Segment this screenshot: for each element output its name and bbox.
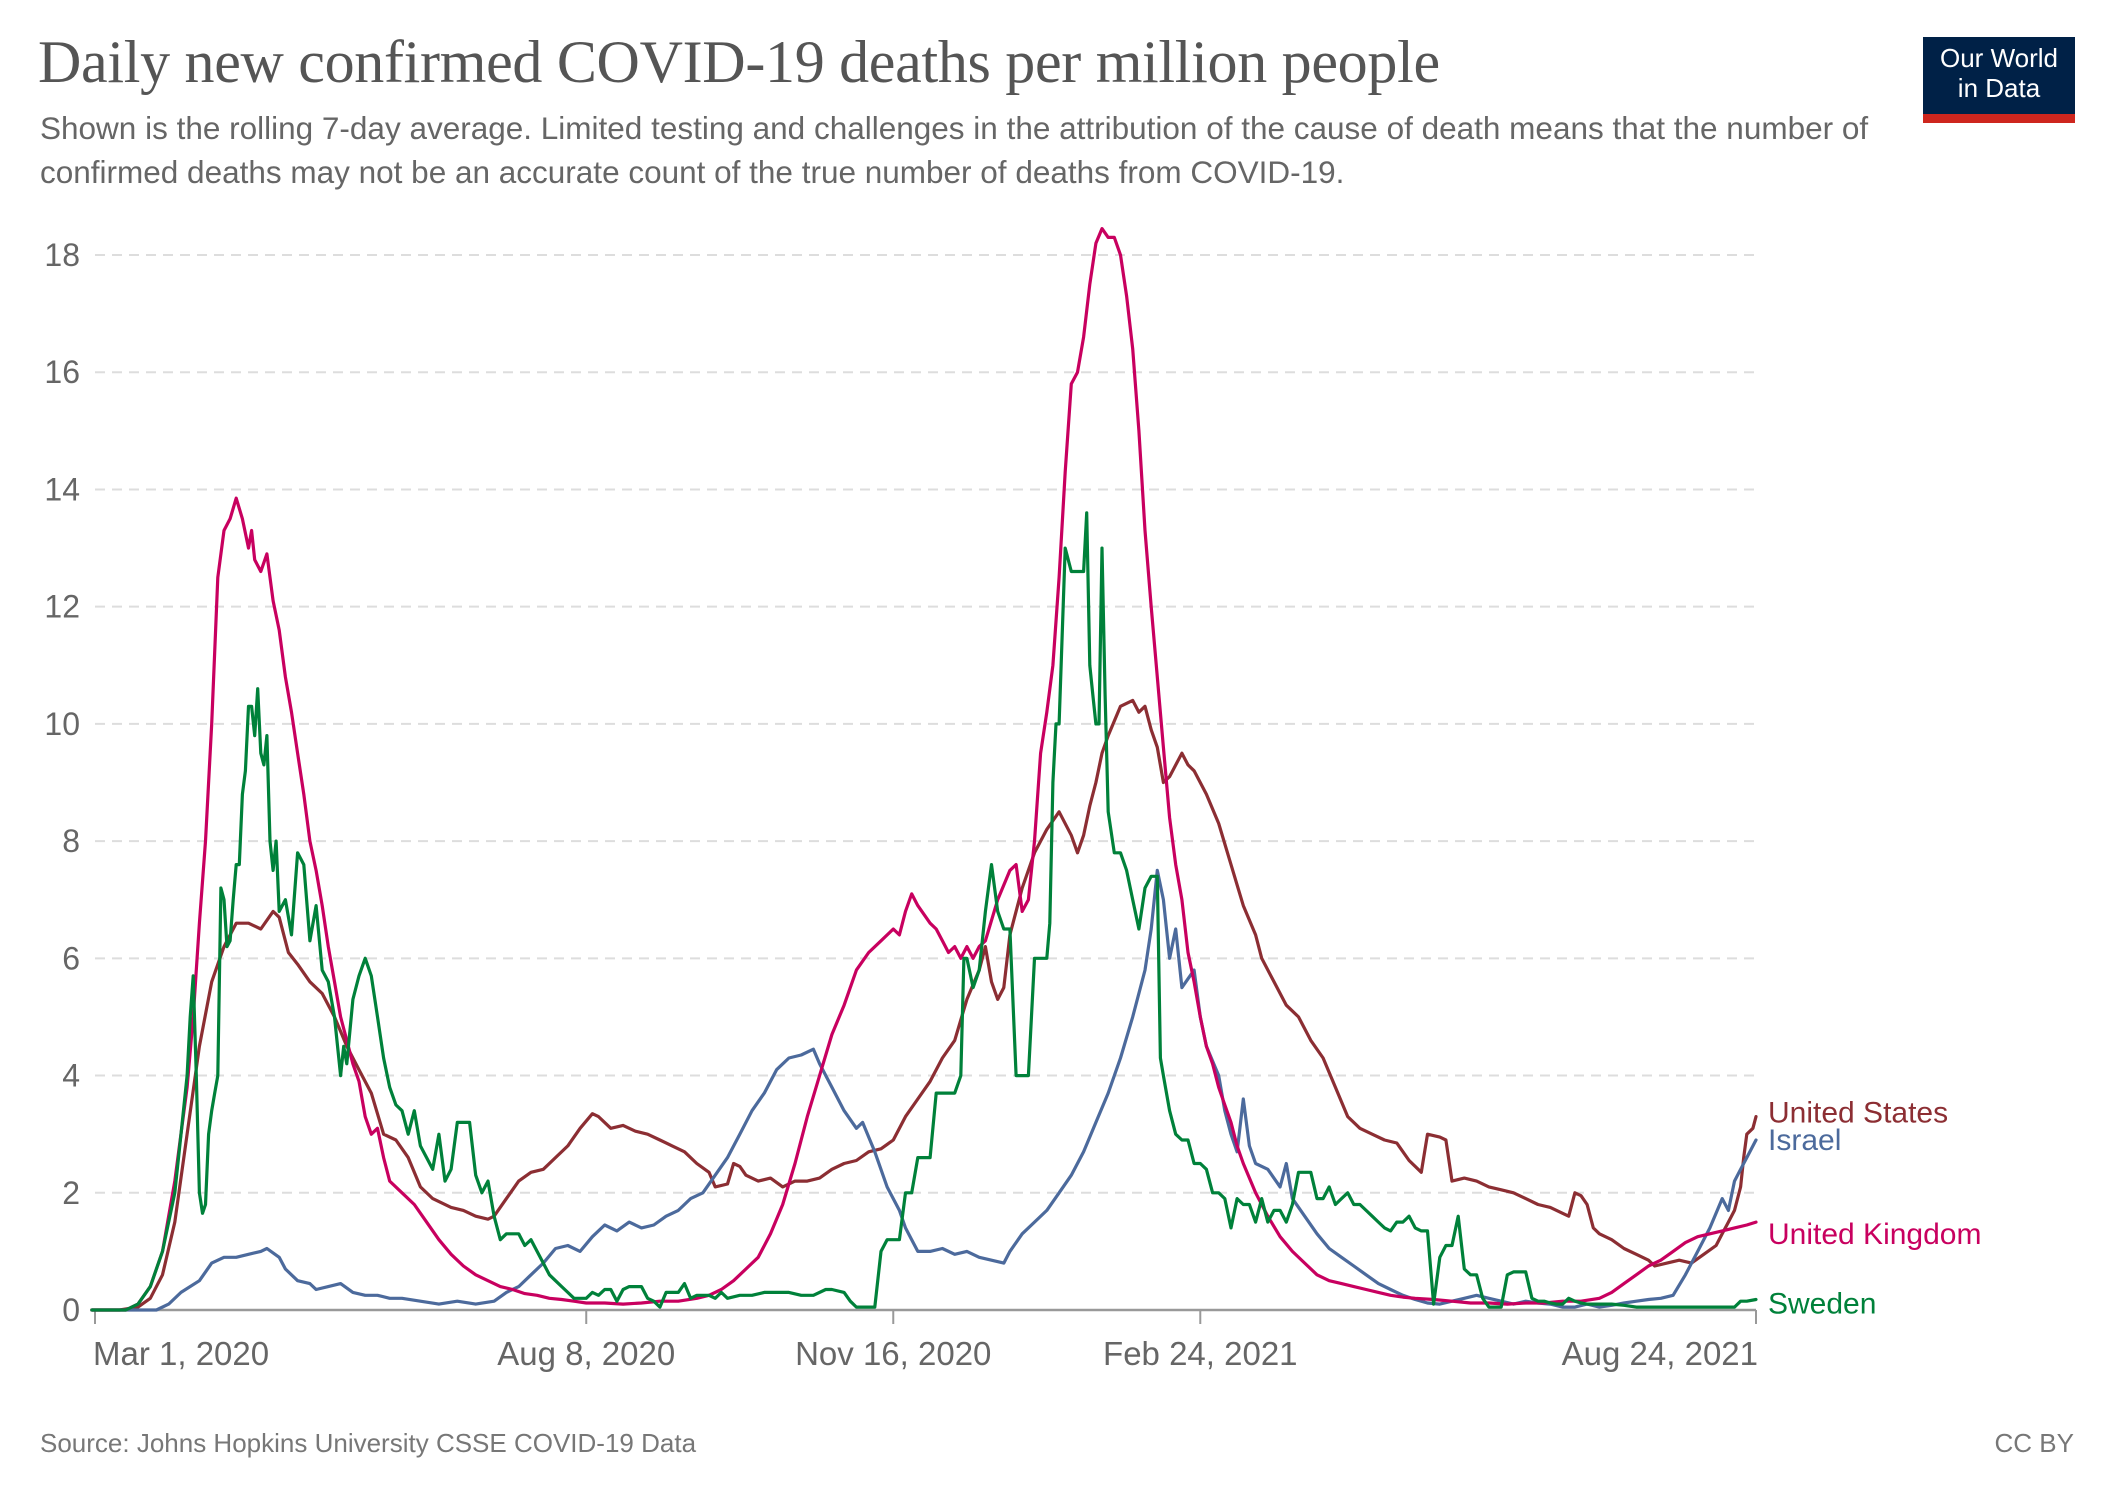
logo-line-1: Our World xyxy=(1940,43,2058,73)
y-tick-label: 16 xyxy=(44,354,80,390)
series-line-united-kingdom[interactable] xyxy=(90,227,1758,1312)
y-tick-label: 2 xyxy=(62,1175,80,1211)
series-lines xyxy=(90,227,1758,1312)
x-tick-label: Nov 16, 2020 xyxy=(795,1335,991,1372)
y-tick-label: 8 xyxy=(62,823,80,859)
y-tick-label: 18 xyxy=(44,237,80,273)
series-line-sweden[interactable] xyxy=(90,511,1758,1312)
legend-label-united-states[interactable]: United States xyxy=(1768,1097,1948,1130)
our-world-in-data-logo[interactable]: Our World in Data xyxy=(1923,37,2075,123)
y-tick-label: 0 xyxy=(62,1292,80,1328)
source-note[interactable]: Source: Johns Hopkins University CSSE CO… xyxy=(40,1428,697,1458)
x-tick-label: Mar 1, 2020 xyxy=(93,1335,269,1372)
y-tick-label: 14 xyxy=(44,471,80,507)
x-tick-label: Feb 24, 2021 xyxy=(1103,1335,1298,1372)
y-tick-label: 12 xyxy=(44,589,80,625)
y-tick-label: 6 xyxy=(62,940,80,976)
chart-subtitle: Shown is the rolling 7-day average. Limi… xyxy=(40,110,1869,190)
legend-label-israel[interactable]: Israel xyxy=(1768,1124,1841,1157)
logo-accent-bar xyxy=(1923,114,2075,123)
gridlines xyxy=(95,254,1756,1194)
x-axis: Mar 1, 2020 Aug 8, 2020 Nov 16, 2020 Feb 24… xyxy=(93,1308,1758,1372)
y-tick-label: 4 xyxy=(62,1058,80,1094)
y-tick-label: 10 xyxy=(44,706,80,742)
logo-line-2: in Data xyxy=(1957,73,2041,103)
x-tick-label: Aug 24, 2021 xyxy=(1562,1335,1758,1372)
license-note[interactable]: CC BY xyxy=(1994,1428,2074,1458)
legend-label-united-kingdom[interactable]: United Kingdom xyxy=(1768,1218,1981,1251)
y-axis-ticks: 0 2 4 6 8 10 12 14 16 18 xyxy=(44,237,80,1328)
legend-label-sweden[interactable]: Sweden xyxy=(1768,1287,1876,1320)
series-line-united-states[interactable] xyxy=(90,698,1758,1312)
chart-title: Daily new confirmed COVID-19 deaths per … xyxy=(38,29,1440,95)
x-tick-label: Aug 8, 2020 xyxy=(497,1335,675,1372)
series-line-israel[interactable] xyxy=(90,868,1758,1312)
